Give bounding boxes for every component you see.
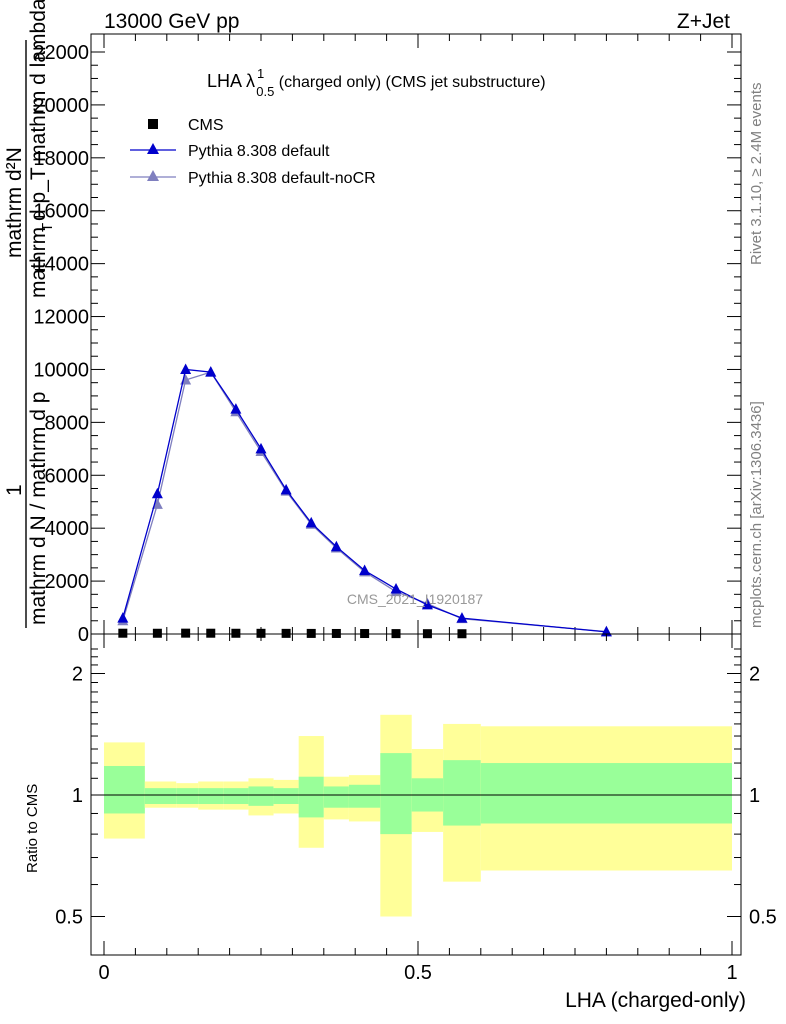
main-title-prefix: LHA λ <box>207 71 255 91</box>
ratio-band-inner <box>198 788 224 804</box>
ratio-xtick-label: 0.5 <box>404 962 432 984</box>
ratio-ytick-label-right: 2 <box>749 664 760 686</box>
main-ytick-label: 2000 <box>45 571 90 593</box>
point-cms <box>181 628 191 638</box>
point-default <box>230 403 242 414</box>
point-default <box>180 363 192 374</box>
main-ytick-label: 22000 <box>33 42 89 64</box>
legend-marker-nocr <box>147 170 159 181</box>
point-default <box>305 516 317 528</box>
main-ytick-label: 10000 <box>33 359 89 381</box>
main-ytick-label: 6000 <box>45 465 90 487</box>
point-cms <box>306 628 316 638</box>
legend-label-cms: CMS <box>188 117 224 134</box>
main-ytick-label: 12000 <box>33 307 89 329</box>
main-ylabel-line1: mathrm d²N <box>3 147 26 258</box>
main-ticks: 0 2000 4000 6000 8000 10000 12000 14000 16000 180… <box>33 34 741 646</box>
ratio-ytick-label: 0.5 <box>55 907 83 929</box>
ratio-xtick-label: 1 <box>726 962 737 984</box>
ratio-band-inner <box>223 788 249 804</box>
point-default <box>359 564 371 576</box>
point-cms <box>256 628 266 638</box>
main-ytick-label: 20000 <box>33 95 89 117</box>
main-ylabel: mathrm d²N mathrm d p_T mathrm d lambda … <box>3 0 56 625</box>
legend: CMS Pythia 8.308 default Pythia 8.308 de… <box>130 117 376 187</box>
ratio-ytick-label: 2 <box>72 664 83 686</box>
legend-label-nocr: Pythia 8.308 default-noCR <box>188 170 376 187</box>
ratio-band-inner <box>443 760 481 826</box>
legend-marker-cms <box>148 119 158 129</box>
main-title-sup: 1 <box>257 66 264 81</box>
main-ylabel-line2: mathrm d p_T mathrm d lambda <box>27 0 50 298</box>
main-ytick-label: 8000 <box>45 412 90 434</box>
legend-label-default: Pythia 8.308 default <box>188 143 330 160</box>
main-title-sub: 0.5 <box>256 84 274 99</box>
ratio-band-inner <box>104 765 145 814</box>
main-series <box>117 363 612 639</box>
point-default <box>280 483 292 495</box>
point-cms <box>331 628 341 638</box>
ratio-band-inner <box>380 753 412 835</box>
point-cms <box>281 628 291 638</box>
point-default <box>151 487 163 499</box>
legend-marker-default <box>147 143 159 154</box>
ratio-band-inner <box>176 788 199 804</box>
point-default <box>205 366 217 377</box>
ratio-band-inner <box>273 788 299 804</box>
mcplots-label: mcplots.cern.ch [arXiv:1306.3436] <box>748 401 765 628</box>
main-ylabel-sub: T <box>39 223 56 232</box>
ratio-ylabel: Ratio to CMS <box>24 784 41 873</box>
ratio-band-inner <box>248 786 274 806</box>
series-line-default <box>122 368 607 633</box>
ratio-band-inner <box>323 786 349 808</box>
xlabel: LHA (charged-only) <box>565 989 746 1012</box>
point-default <box>117 612 129 623</box>
ratio-band-inner <box>298 776 324 818</box>
ratio-ytick-label-right: 0.5 <box>749 907 777 929</box>
point-cms <box>206 628 216 638</box>
main-title: LHA λ 1 0.5 (charged only) (CMS jet substr… <box>207 66 546 99</box>
point-default <box>390 583 402 594</box>
ratio-band-inner <box>144 788 177 804</box>
main-ytick-label: 18000 <box>33 148 89 170</box>
ratio-panel: 0.5 0.5 1 1 2 2 0 0.5 1 <box>55 633 777 984</box>
ratio-band-inner <box>348 784 381 808</box>
ratio-ytick-label: 1 <box>72 785 83 807</box>
ratio-bands <box>104 714 732 917</box>
main-title-suffix: (charged only) (CMS jet substructure) <box>274 74 545 91</box>
point-default <box>421 598 433 610</box>
point-default <box>255 442 267 454</box>
rivet-label: Rivet 3.1.10, ≥ 2.4M events <box>748 83 765 266</box>
main-ytick-label: 16000 <box>33 201 89 223</box>
main-panel: 0 2000 4000 6000 8000 10000 12000 14000 16000 180… <box>33 33 742 646</box>
point-default <box>330 540 342 552</box>
point-default <box>456 612 468 623</box>
main-ytick-label: 14000 <box>33 254 89 276</box>
ratio-xtick-label: 0 <box>98 962 109 984</box>
ratio-ticks: 0.5 0.5 1 1 2 2 0 0.5 1 <box>55 634 777 984</box>
main-ytick-label: 4000 <box>45 518 90 540</box>
ratio-frame <box>90 633 742 956</box>
point-cms <box>231 628 241 638</box>
header-right: Z+Jet <box>677 10 730 33</box>
point-cms <box>118 628 128 638</box>
main-ylabel-line3: mathrm d N / mathrm d p <box>27 392 50 625</box>
main-ytick-label: 0 <box>78 624 89 646</box>
watermark: CMS_2021_I1920187 <box>347 591 483 607</box>
ratio-ytick-label-right: 1 <box>749 785 760 807</box>
point-cms <box>152 628 162 638</box>
header-left: 13000 GeV pp <box>104 10 239 33</box>
ratio-band-inner <box>480 763 732 824</box>
point-nocr <box>151 498 163 509</box>
main-ylabel-one: 1 <box>3 484 26 496</box>
